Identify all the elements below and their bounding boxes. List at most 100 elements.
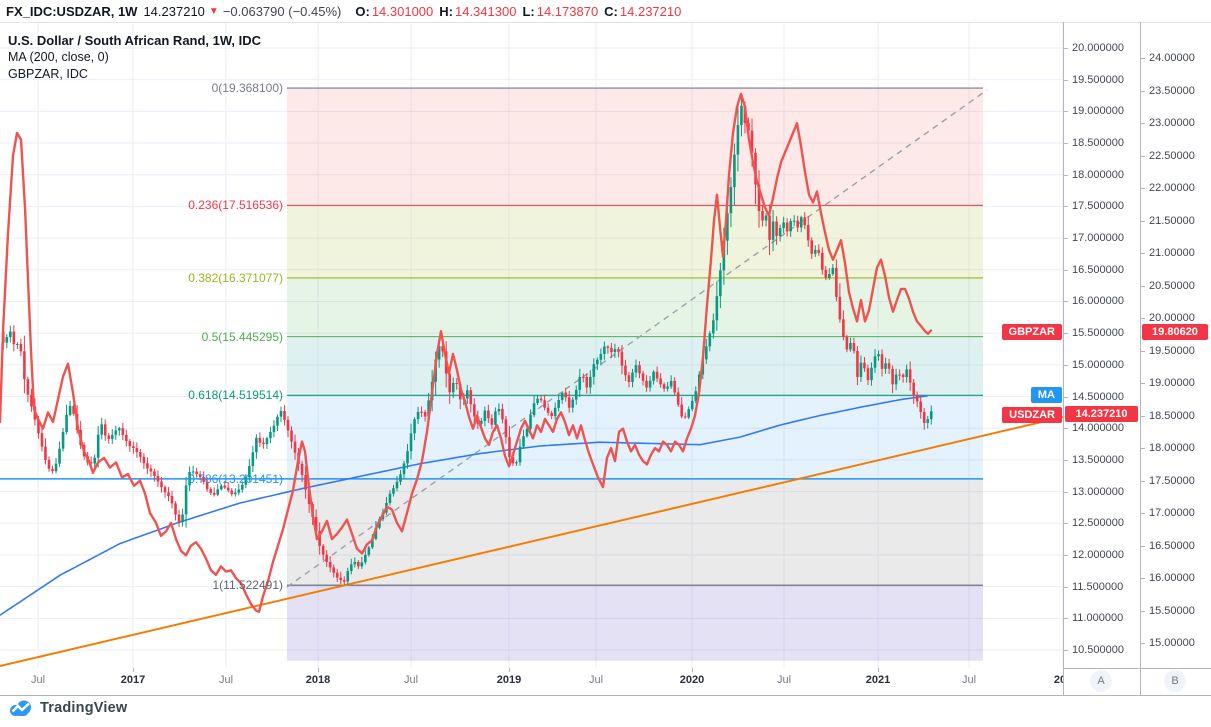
fib-level-label-1[interactable]: 1(11.522491) xyxy=(212,578,284,593)
tradingview-attribution[interactable]: TradingView xyxy=(8,699,127,717)
open-label: O: xyxy=(355,3,370,19)
price-tick xyxy=(1064,396,1068,398)
price-tick-label: 12.000000 xyxy=(1072,548,1124,561)
price-tick xyxy=(1064,333,1068,335)
price-tick-label: 15.50000 xyxy=(1149,604,1195,617)
price-tick-label: 21.00000 xyxy=(1149,247,1195,260)
price-tick-label: 17.50000 xyxy=(1149,474,1195,487)
fib-level-label-0[interactable]: 0(19.368100) xyxy=(211,81,283,96)
time-tick-label: 2018 xyxy=(305,674,331,686)
legend-ma-indicator[interactable]: MA (200, close, 0) xyxy=(8,50,109,64)
axis-b-button[interactable]: B xyxy=(1164,670,1186,692)
price-tick-label: 14.000000 xyxy=(1072,422,1124,435)
symbol-title[interactable]: FX_IDC:USDZAR, 1W xyxy=(6,3,138,19)
price-tick-label: 17.500000 xyxy=(1072,200,1124,213)
last-price: 14.237210 xyxy=(143,3,205,19)
price-tick xyxy=(1064,48,1068,49)
legend-gbpzar-overlay[interactable]: GBPZAR, IDC xyxy=(8,67,88,81)
price-tick xyxy=(1141,448,1145,450)
price-tick-label: 16.00000 xyxy=(1149,572,1195,585)
price-tick xyxy=(1141,318,1145,320)
axis-a-button[interactable]: A xyxy=(1090,670,1112,692)
open-value: 14.301000 xyxy=(371,3,434,19)
fib-retracement-lines[interactable] xyxy=(0,87,983,586)
price-tick xyxy=(1141,545,1145,547)
ma-series-tag: MA xyxy=(1030,387,1062,403)
price-tick-label: 24.00000 xyxy=(1149,52,1195,65)
close-label: C: xyxy=(604,3,618,19)
usdzar-price-tag: 14.237210 xyxy=(1065,406,1138,422)
price-tick-label: 18.500000 xyxy=(1072,137,1124,150)
fib-retracement-bands[interactable] xyxy=(287,88,983,661)
price-tick xyxy=(1141,415,1145,417)
price-tick xyxy=(1064,143,1068,145)
price-tick xyxy=(1064,301,1068,303)
time-tick-label: Jul xyxy=(588,674,604,686)
price-tick-label: 23.00000 xyxy=(1149,117,1195,130)
price-tick xyxy=(1141,220,1145,222)
price-tick xyxy=(1064,586,1068,588)
price-tick xyxy=(1064,491,1068,493)
time-tick-label: Jul xyxy=(961,674,977,686)
fib-level-label-0.5[interactable]: 0.5(15.445295) xyxy=(201,329,283,344)
time-tick xyxy=(878,668,879,672)
price-tick-label: 10.500000 xyxy=(1072,644,1124,656)
fib-level-label-0.236[interactable]: 0.236(17.516536) xyxy=(188,198,283,213)
price-tick-label: 18.50000 xyxy=(1149,409,1195,422)
price-tick xyxy=(1141,90,1145,92)
price-tick-label: 19.500000 xyxy=(1072,73,1124,86)
price-tick-label: 11.000000 xyxy=(1072,612,1124,625)
price-tick xyxy=(1141,578,1145,580)
time-tick-label: 2019 xyxy=(496,674,522,686)
legend-main-series[interactable]: U.S. Dollar / South African Rand, 1W, ID… xyxy=(8,33,262,48)
time-tick-label: Jul xyxy=(30,674,46,686)
orange-support-trendline[interactable] xyxy=(0,416,1063,667)
price-tick xyxy=(1064,238,1068,240)
time-tick-label: 202 xyxy=(1053,674,1063,686)
time-tick-label: 2021 xyxy=(865,674,891,686)
price-tick-label: 16.50000 xyxy=(1149,539,1195,552)
price-tick-label: 19.50000 xyxy=(1149,344,1195,357)
symbol-info-bar: FX_IDC:USDZAR, 1W 14.237210 ▼ −0.063790 … xyxy=(0,0,1211,22)
time-axis-bottom-border xyxy=(0,695,1211,696)
dashed-channel-trendline[interactable] xyxy=(286,89,988,588)
price-tick xyxy=(1141,513,1145,515)
price-tick xyxy=(1064,618,1068,620)
price-tick-label: 22.50000 xyxy=(1149,149,1195,162)
price-tick-label: 13.000000 xyxy=(1072,485,1124,498)
price-tick-label: 11.500000 xyxy=(1072,580,1124,593)
fib-level-label-0.618[interactable]: 0.618(14.519514) xyxy=(188,388,283,403)
price-tick-label: 15.500000 xyxy=(1072,327,1124,340)
low-value: 14.173870 xyxy=(536,3,599,19)
usdzar-axis-border xyxy=(1063,22,1064,695)
tradingview-logo-icon xyxy=(10,700,31,716)
price-tick xyxy=(1064,206,1068,208)
price-change: −0.063790 (−0.45%) xyxy=(222,3,342,19)
price-tick xyxy=(1141,188,1145,190)
price-tick xyxy=(1141,285,1145,287)
ma-200-line[interactable] xyxy=(0,394,929,616)
fib-level-label-0.786[interactable]: 0.786(13.201451) xyxy=(188,471,283,486)
time-tick xyxy=(692,668,693,672)
low-label: L: xyxy=(522,3,535,19)
fib-level-label-0.382[interactable]: 0.382(16.371077) xyxy=(188,270,283,285)
price-tick xyxy=(1064,364,1068,366)
price-tick-label: 16.000000 xyxy=(1072,295,1124,308)
time-tick xyxy=(133,668,134,672)
price-chart-canvas[interactable] xyxy=(0,22,1063,668)
chart-legend: U.S. Dollar / South African Rand, 1W, ID… xyxy=(8,32,261,83)
time-axis[interactable]: Jul 2017 Jul 2018 Jul 2019 Jul 2020 Jul 2021 Jul 20… xyxy=(0,668,1063,695)
price-tick xyxy=(1141,155,1145,157)
price-tick xyxy=(1141,350,1145,352)
price-tick xyxy=(1141,643,1145,645)
price-tick xyxy=(1141,123,1145,125)
price-tick xyxy=(1141,58,1145,60)
time-tick xyxy=(509,668,510,672)
usdzar-candlestick-series[interactable] xyxy=(2,96,933,586)
price-tick-label: 20.50000 xyxy=(1149,279,1195,292)
price-tick-label: 20.00000 xyxy=(1149,312,1195,325)
price-tick-label: 13.500000 xyxy=(1072,453,1124,466)
time-tick-label: 2020 xyxy=(679,674,705,686)
gbpzar-overlay-line[interactable] xyxy=(0,92,933,613)
